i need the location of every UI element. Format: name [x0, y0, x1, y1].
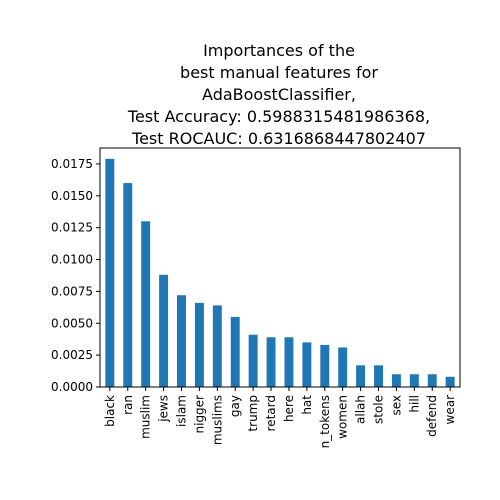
title-line: Importances of the [203, 41, 355, 60]
bar-hat [302, 342, 312, 387]
x-tick-label: stole [372, 395, 386, 424]
x-tick-label: jews [157, 395, 171, 423]
bar-n_tokens [320, 344, 330, 387]
x-axis: black ran muslim jews islam nigger muslims gay t… [103, 387, 457, 448]
x-tick-label: muslims [210, 395, 224, 445]
x-tick-label: ran [121, 395, 135, 415]
bar-black [105, 158, 115, 387]
x-tick-label: black [103, 395, 117, 427]
x-tick-label: here [282, 395, 296, 422]
bar-sex [391, 374, 401, 387]
chart-title: Importances of the best manual features f… [127, 41, 430, 148]
x-tick-label: hat [300, 395, 314, 415]
bar-nigger [194, 302, 204, 387]
y-axis: 0.0000 0.0025 0.0050 0.0075 0.0100 0.0125 0.01… [51, 157, 100, 394]
bar-muslim [141, 221, 151, 387]
bar-stole [374, 365, 383, 387]
y-tick-label: 0.0075 [51, 284, 93, 298]
y-tick-label: 0.0100 [51, 253, 93, 267]
y-tick-label: 0.0050 [51, 316, 93, 330]
y-tick-label: 0.0025 [51, 348, 93, 362]
title-line: best manual features for [180, 63, 378, 82]
bars [105, 158, 455, 387]
bar-allah [356, 365, 366, 387]
bar-gay [230, 316, 240, 387]
y-tick-label: 0.0175 [51, 157, 93, 171]
x-tick-label: gay [228, 395, 242, 417]
bar-wear [445, 376, 455, 387]
bar-women [338, 347, 348, 387]
x-tick-label: islam [174, 395, 188, 427]
x-tick-label: wear [443, 395, 457, 425]
bar-jews [159, 274, 169, 387]
x-tick-label: defend [425, 395, 439, 437]
x-tick-label: n_tokens [318, 395, 332, 448]
title-line: Test ROCAUC: 0.6316868447802407 [131, 129, 426, 148]
title-line: AdaBoostClassifier, [202, 85, 356, 104]
x-tick-label: trump [246, 395, 260, 432]
bar-islam [177, 295, 186, 387]
bar-defend [427, 374, 437, 387]
y-tick-label: 0.0125 [51, 221, 93, 235]
bar-hill [409, 374, 419, 387]
x-tick-label: muslim [139, 395, 153, 439]
y-tick-label: 0.0000 [51, 380, 93, 394]
x-tick-label: sex [389, 395, 403, 416]
bar-muslims [212, 305, 222, 387]
title-line: Test Accuracy: 0.5988315481986368, [127, 107, 430, 126]
y-tick-label: 0.0150 [51, 189, 93, 203]
x-tick-label: allah [354, 395, 368, 424]
x-tick-label: nigger [192, 395, 206, 434]
bar-ran [123, 183, 133, 387]
bar-trump [248, 334, 258, 387]
plot-frame [99, 147, 461, 388]
x-tick-label: retard [264, 395, 278, 431]
bar-here [284, 337, 294, 387]
bar-retard [266, 337, 276, 387]
x-tick-label: women [336, 395, 350, 439]
x-tick-label: hill [407, 395, 421, 413]
